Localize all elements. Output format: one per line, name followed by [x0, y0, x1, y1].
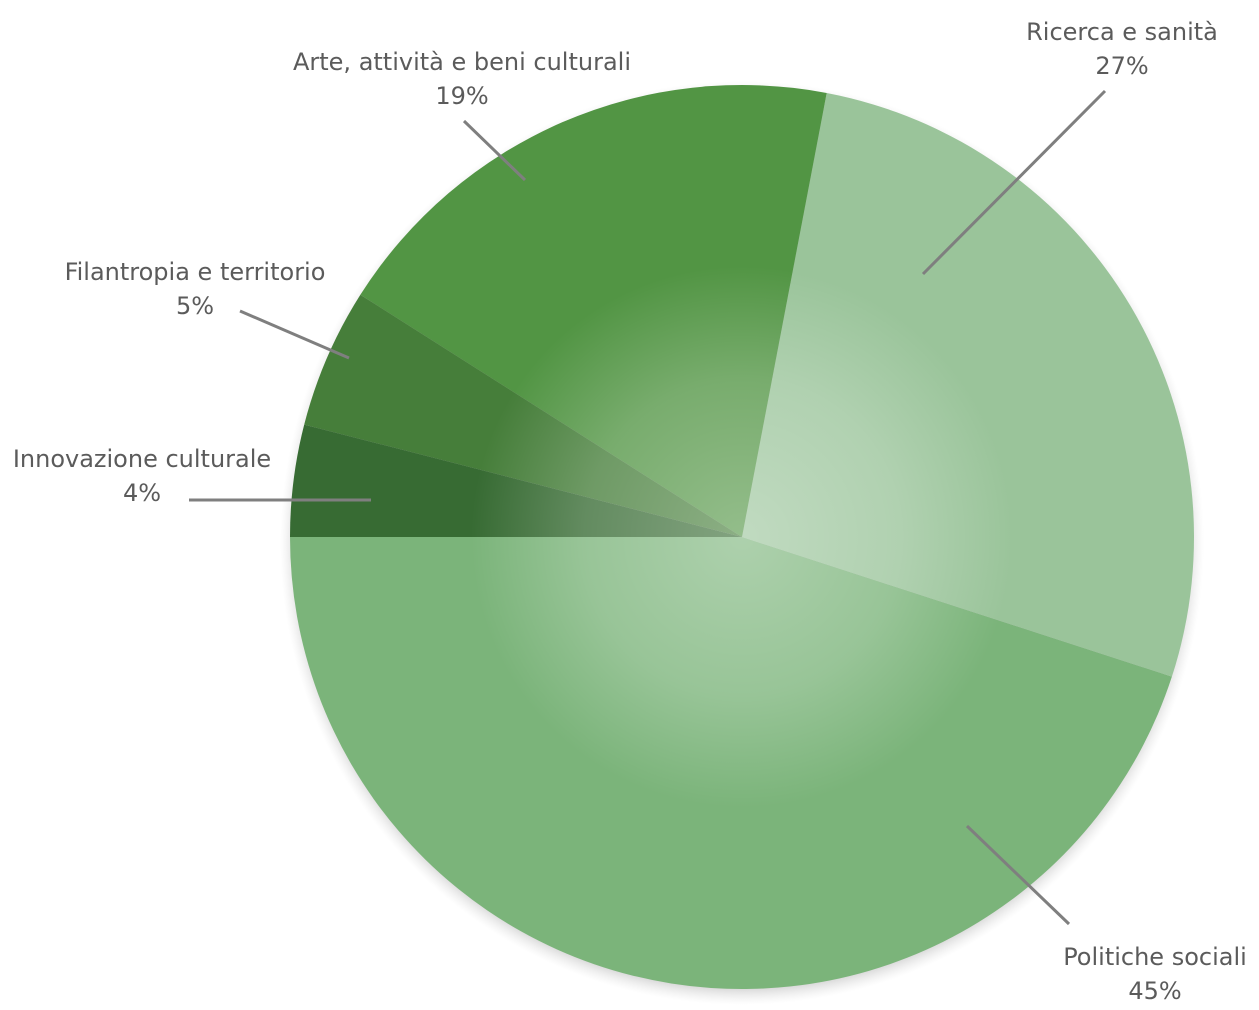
pie-slices: [290, 85, 1195, 990]
slice-value-label: 27%: [1095, 52, 1148, 80]
slice-label-name: Arte, attività e beni culturali: [293, 48, 631, 76]
slice-value-label: 19%: [435, 82, 488, 110]
leader-line: [921, 89, 1107, 276]
leader-line: [239, 309, 350, 360]
leader-line: [462, 119, 527, 182]
slice-value-label: 45%: [1128, 977, 1181, 1005]
slice-label-name: Ricerca e sanità: [1026, 18, 1218, 46]
slice-value-label: 4%: [123, 479, 161, 507]
slice-label-name: Politiche sociali: [1063, 943, 1247, 971]
slice-value-label: 5%: [176, 292, 214, 320]
leader-line: [965, 824, 1071, 926]
slice-labels: Politiche sociali 45% Ricerca e sanità 27% A…: [13, 18, 1247, 1005]
slice-label-name: Innovazione culturale: [13, 445, 271, 473]
slice-label-name: Filantropia e territorio: [65, 258, 326, 286]
leader-lines: [189, 89, 1107, 926]
